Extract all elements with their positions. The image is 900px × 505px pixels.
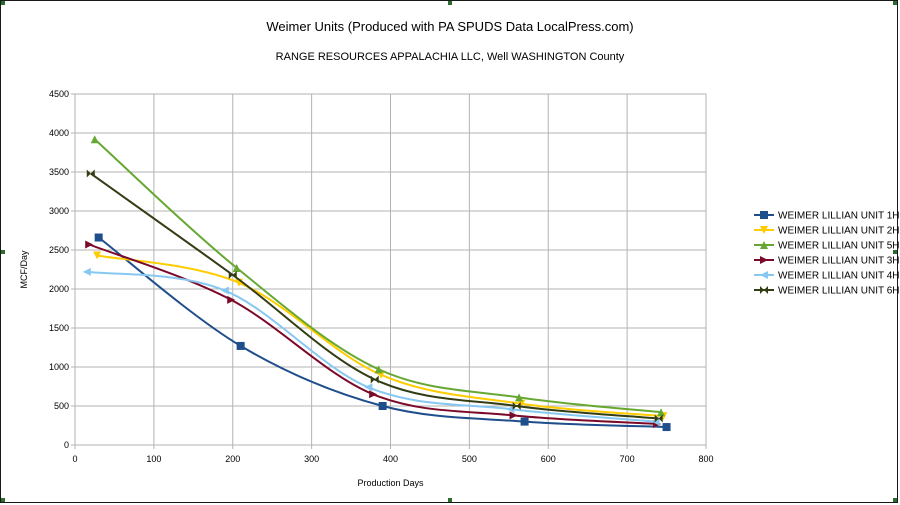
legend: WEIMER LILLIAN UNIT 1H WEIMER LILLIAN UNI… [754, 211, 900, 297]
legend-swatch-marker [760, 241, 768, 249]
x-tick-label: 200 [225, 454, 240, 464]
axis-ticks: 0 500 1000 1500 2000 2500 3000 3500 4000 4500 0 100… [49, 89, 714, 464]
legend-label: WEIMER LILLIAN UNIT 5H [778, 241, 900, 252]
series-line [94, 138, 662, 414]
selection-handle[interactable] [1, 498, 5, 502]
data-point [232, 263, 241, 272]
data-point [94, 233, 103, 242]
x-tick-label: 400 [383, 454, 398, 464]
data-point [369, 390, 378, 399]
y-tick-label: 2000 [49, 284, 69, 294]
selection-handle[interactable] [448, 1, 452, 5]
data-point [93, 251, 102, 260]
data-point [236, 341, 245, 350]
y-tick-label: 3000 [49, 206, 69, 216]
x-axis-title: Production Days [357, 478, 424, 488]
series-line [86, 270, 656, 423]
y-tick-label: 1000 [49, 362, 69, 372]
y-tick-label: 0 [64, 440, 69, 450]
x-tick-label: 0 [72, 454, 77, 464]
chart-title: Weimer Units (Produced with PA SPUDS Dat… [266, 19, 634, 34]
selection-handle[interactable] [1, 1, 5, 5]
legend-swatch-marker [760, 256, 768, 264]
y-tick-label: 3500 [49, 167, 69, 177]
data-point [374, 365, 383, 374]
selection-handle[interactable] [893, 498, 897, 502]
data-point [364, 383, 373, 392]
data-point [86, 169, 91, 178]
data-point [520, 417, 529, 426]
data-point [374, 375, 379, 384]
data-point [82, 267, 91, 276]
data-point [662, 423, 671, 432]
y-tick-label: 4000 [49, 128, 69, 138]
x-tick-label: 300 [304, 454, 319, 464]
data-point [509, 411, 518, 420]
x-tick-label: 500 [462, 454, 477, 464]
series-line [90, 172, 659, 420]
data-point [515, 393, 524, 402]
data-point [90, 135, 99, 144]
legend-label: WEIMER LILLIAN UNIT 1H [778, 211, 900, 222]
data-point [228, 270, 233, 279]
legend-swatch-marker [760, 211, 768, 219]
data-point [227, 295, 236, 304]
selection-handle[interactable] [1, 250, 5, 254]
data-point [85, 240, 94, 249]
legend-label: WEIMER LILLIAN UNIT 2H [778, 226, 900, 237]
data-point [378, 402, 387, 410]
selection-handle[interactable] [448, 498, 452, 502]
x-tick-label: 800 [698, 454, 713, 464]
grid [75, 94, 706, 445]
x-tick-label: 600 [541, 454, 556, 464]
chart-subtitle: RANGE RESOURCES APPALACHIA LLC, Well WAS… [275, 51, 625, 63]
x-tick-label: 700 [620, 454, 635, 464]
data-point [517, 399, 526, 408]
selection-handle[interactable] [893, 250, 897, 254]
legend-label: WEIMER LILLIAN UNIT 3H [778, 256, 900, 267]
legend-label: WEIMER LILLIAN UNIT 4H [778, 271, 900, 282]
data-point [506, 405, 515, 414]
data-point [370, 375, 375, 384]
legend-label: WEIMER LILLIAN UNIT 6H [778, 286, 900, 297]
series-line [88, 243, 658, 425]
data-point [220, 286, 229, 295]
data-point [658, 414, 663, 423]
y-tick-label: 2500 [49, 245, 69, 255]
series-line [98, 236, 667, 429]
data-point [516, 402, 521, 410]
data-point [657, 408, 666, 417]
y-axis-title: MCF/Day [19, 250, 29, 288]
data-point [90, 169, 95, 178]
y-tick-label: 4500 [49, 89, 69, 99]
y-tick-label: 500 [54, 401, 69, 411]
data-point [232, 270, 237, 279]
legend-swatch-marker [764, 286, 768, 294]
data-point [654, 414, 659, 423]
selection-handle[interactable] [893, 1, 897, 5]
data-point [512, 402, 517, 410]
x-tick-label: 100 [146, 454, 161, 464]
series-group [82, 135, 671, 432]
legend-swatch-marker [760, 286, 764, 294]
legend-swatch-marker [760, 271, 768, 279]
y-tick-label: 1500 [49, 323, 69, 333]
legend-swatch-marker [760, 226, 768, 234]
